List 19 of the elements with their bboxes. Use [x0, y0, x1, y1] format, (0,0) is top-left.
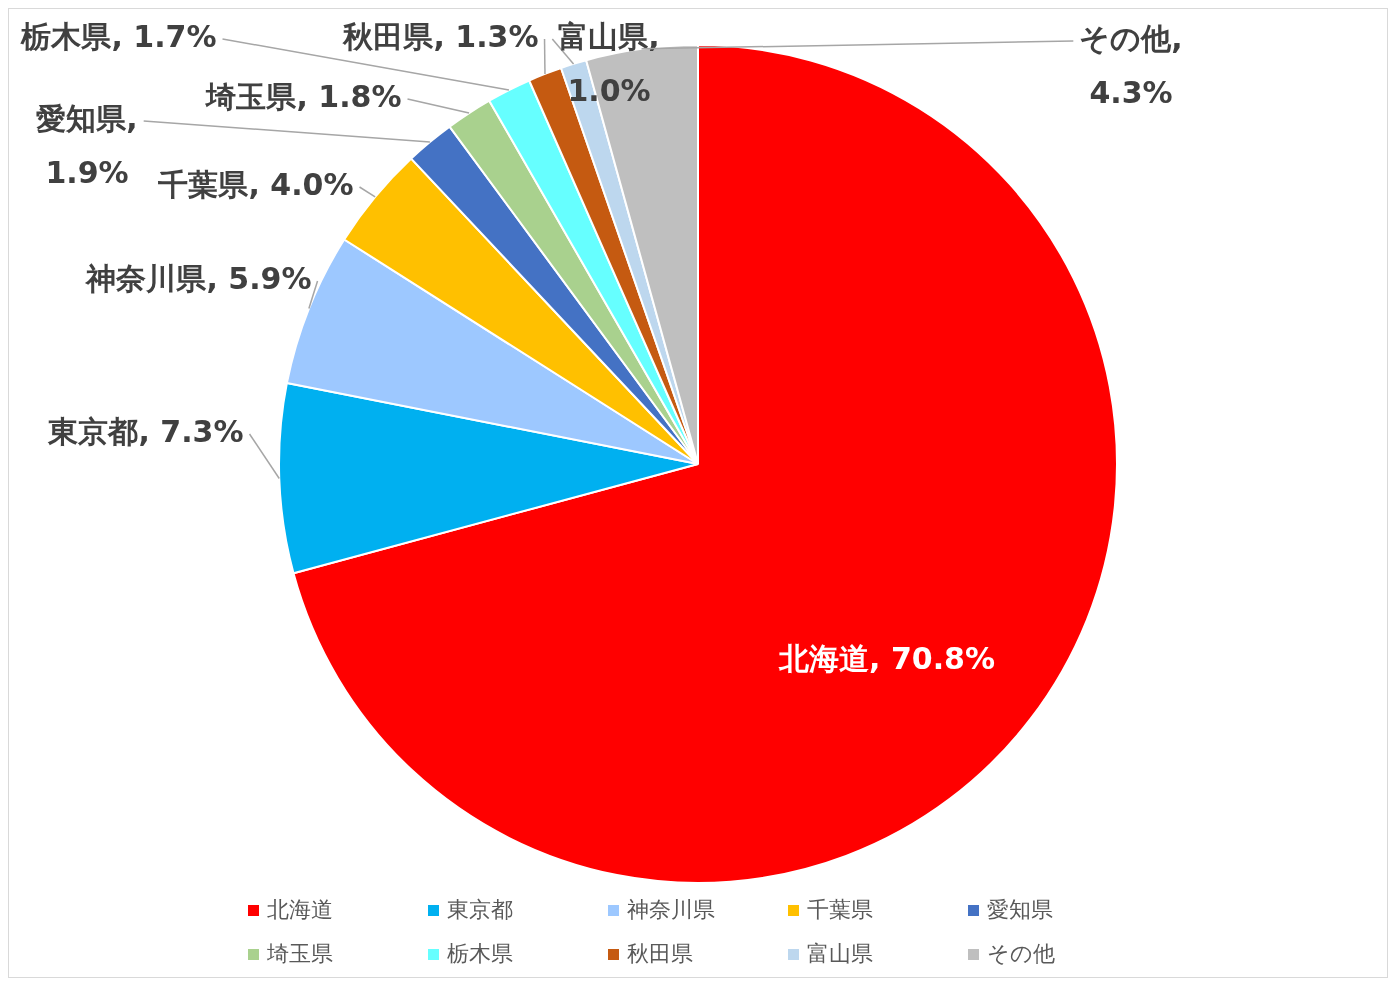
legend-label: 千葉県	[807, 896, 873, 924]
data-label: 埼玉県, 1.8%	[204, 78, 402, 114]
legend-label: その他	[987, 940, 1055, 968]
data-label: 秋田県, 1.3%	[342, 18, 539, 54]
data-label: 神奈川県, 5.9%	[84, 260, 312, 296]
data-label: 東京都, 7.3%	[47, 413, 244, 449]
data-label: 千葉県, 4.0%	[157, 166, 354, 202]
legend-label: 愛知県	[987, 896, 1053, 924]
data-label: その他, 4.3%	[1079, 20, 1183, 110]
legend-label: 栃木県	[447, 940, 513, 968]
legend-label: 東京都	[447, 896, 513, 924]
legend-label: 富山県	[807, 940, 873, 968]
legend-label: 北海道	[267, 896, 333, 924]
data-label: 愛知県, 1.9%	[36, 100, 138, 190]
legend-label: 埼玉県	[267, 940, 333, 968]
data-label: 栃木県, 1.7%	[20, 18, 217, 54]
data-label: 北海道, 70.8%	[778, 640, 995, 676]
legend-label: 神奈川県	[627, 896, 715, 924]
legend-label: 秋田県	[627, 940, 693, 968]
